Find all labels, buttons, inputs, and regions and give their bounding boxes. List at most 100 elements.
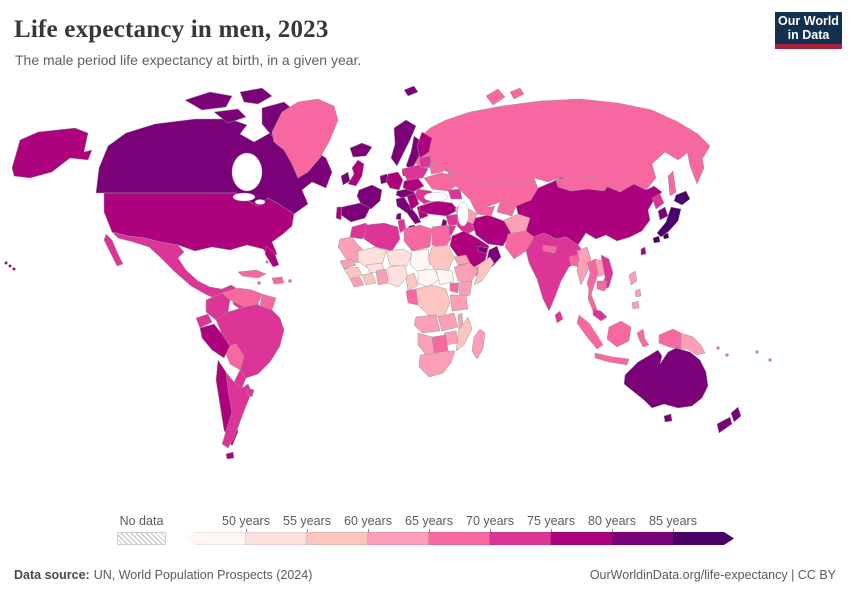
country-senegal[interactable] [339,258,357,270]
owid-logo[interactable]: Our World in Data [775,12,842,49]
legend-bin[interactable] [551,532,612,545]
country-philippines[interactable] [631,300,640,310]
legend-bin[interactable] [185,532,246,545]
legend-bin[interactable] [490,532,551,545]
country-cuba[interactable] [237,269,267,279]
country-thailand[interactable] [587,288,598,312]
country-drc[interactable] [415,284,451,318]
country-kenya[interactable] [457,280,473,298]
country-ecuador[interactable] [195,313,213,329]
country-caucasus[interactable] [447,188,463,200]
country-indonesia[interactable] [606,320,632,348]
country-usa-hawaii[interactable] [8,264,12,268]
country-mexico[interactable] [111,231,237,302]
country-philippines[interactable] [628,270,638,286]
country-papua-new-guinea[interactable] [680,332,706,356]
country-canada-arctic[interactable] [239,87,273,105]
country-iceland[interactable] [349,142,373,158]
country-italy[interactable] [395,212,402,221]
country-sierra-leone-liberia[interactable] [349,276,365,288]
country-egypt[interactable] [431,224,452,250]
country-usa-hawaii[interactable] [4,261,8,265]
country-cambodia[interactable] [596,280,608,292]
country-ivory-coast[interactable] [361,272,377,286]
country-uae-qatar[interactable] [477,245,489,255]
legend-bin[interactable] [307,532,368,545]
country-finland[interactable] [416,131,433,159]
country-usa-alaska[interactable] [11,127,93,179]
country-south-korea[interactable] [657,206,669,221]
country-madagascar[interactable] [471,328,486,360]
country-caribbean-islands[interactable] [257,281,261,285]
country-zambia[interactable] [437,312,459,332]
country-namibia[interactable] [417,332,435,356]
country-south-sudan[interactable] [435,268,455,286]
country-niger[interactable] [385,248,413,268]
country-new-zealand[interactable] [716,416,733,434]
country-tierra-del-fuego[interactable] [225,451,235,460]
country-australia[interactable] [623,347,709,409]
no-data-swatch[interactable] [117,532,166,545]
country-usa-florida[interactable] [264,245,280,268]
country-indonesia[interactable] [576,314,604,350]
country-india[interactable] [525,232,586,312]
country-spain[interactable] [340,202,371,223]
country-philippines[interactable] [634,288,642,298]
country-pacific-islands[interactable] [716,346,720,350]
country-svalbard[interactable] [403,85,419,97]
country-canada-arctic[interactable] [184,91,233,111]
country-pacific-islands[interactable] [768,358,772,362]
country-uzbekistan[interactable] [469,199,496,217]
country-mexico-baja[interactable] [103,233,124,267]
country-indonesia[interactable] [594,352,630,366]
country-france[interactable] [356,184,383,210]
country-malaysia[interactable] [592,308,608,322]
country-canada-arctic[interactable] [213,108,247,124]
country-chad[interactable] [409,248,431,274]
country-portugal[interactable] [335,206,343,221]
country-poland[interactable] [401,164,429,181]
country-united-kingdom[interactable] [347,159,365,187]
country-greenland[interactable] [271,98,339,179]
country-eritrea-djibouti[interactable] [453,254,471,266]
country-libya[interactable] [403,224,433,252]
country-tasmania[interactable] [663,413,673,423]
country-myanmar[interactable] [576,246,592,286]
country-sudan[interactable] [427,244,455,272]
country-mongolia[interactable] [555,174,611,192]
country-japan[interactable] [652,235,661,244]
country-caribbean-islands[interactable] [288,279,292,283]
country-japan[interactable] [662,232,670,240]
country-somalia[interactable] [473,256,495,286]
country-cameroon[interactable] [405,272,419,292]
attribution-link[interactable]: OurWorldinData.org/life-expectancy | CC … [589,568,836,582]
country-taiwan[interactable] [640,246,647,256]
country-north-korea[interactable] [651,193,665,210]
legend-bin[interactable] [368,532,429,545]
country-nigeria[interactable] [387,264,409,288]
country-russia[interactable] [686,139,705,185]
country-algeria[interactable] [363,222,401,252]
country-italy[interactable] [395,196,422,225]
country-sri-lanka[interactable] [554,310,564,324]
legend-bin[interactable] [429,532,490,545]
country-kyrgyzstan-tajikistan[interactable] [496,201,517,217]
country-hispaniola[interactable] [271,276,285,285]
country-central-african-republic[interactable] [417,268,441,288]
country-south-africa[interactable] [418,350,456,378]
country-nepal[interactable] [542,244,558,254]
country-russia[interactable] [485,88,506,106]
country-argentina[interactable] [221,371,253,449]
country-gabon-congo[interactable] [405,288,419,306]
country-ghana-region[interactable] [375,268,389,286]
legend-bin[interactable] [673,532,734,545]
country-indonesia[interactable] [636,328,650,348]
country-mozambique[interactable] [455,316,473,352]
legend-bin[interactable] [246,532,307,545]
country-angola[interactable] [413,314,441,334]
country-caribbean-islands[interactable] [265,260,269,264]
country-norway[interactable] [390,119,417,167]
country-uruguay[interactable] [246,387,255,398]
country-russia[interactable] [509,87,525,100]
country-new-zealand[interactable] [730,406,742,423]
